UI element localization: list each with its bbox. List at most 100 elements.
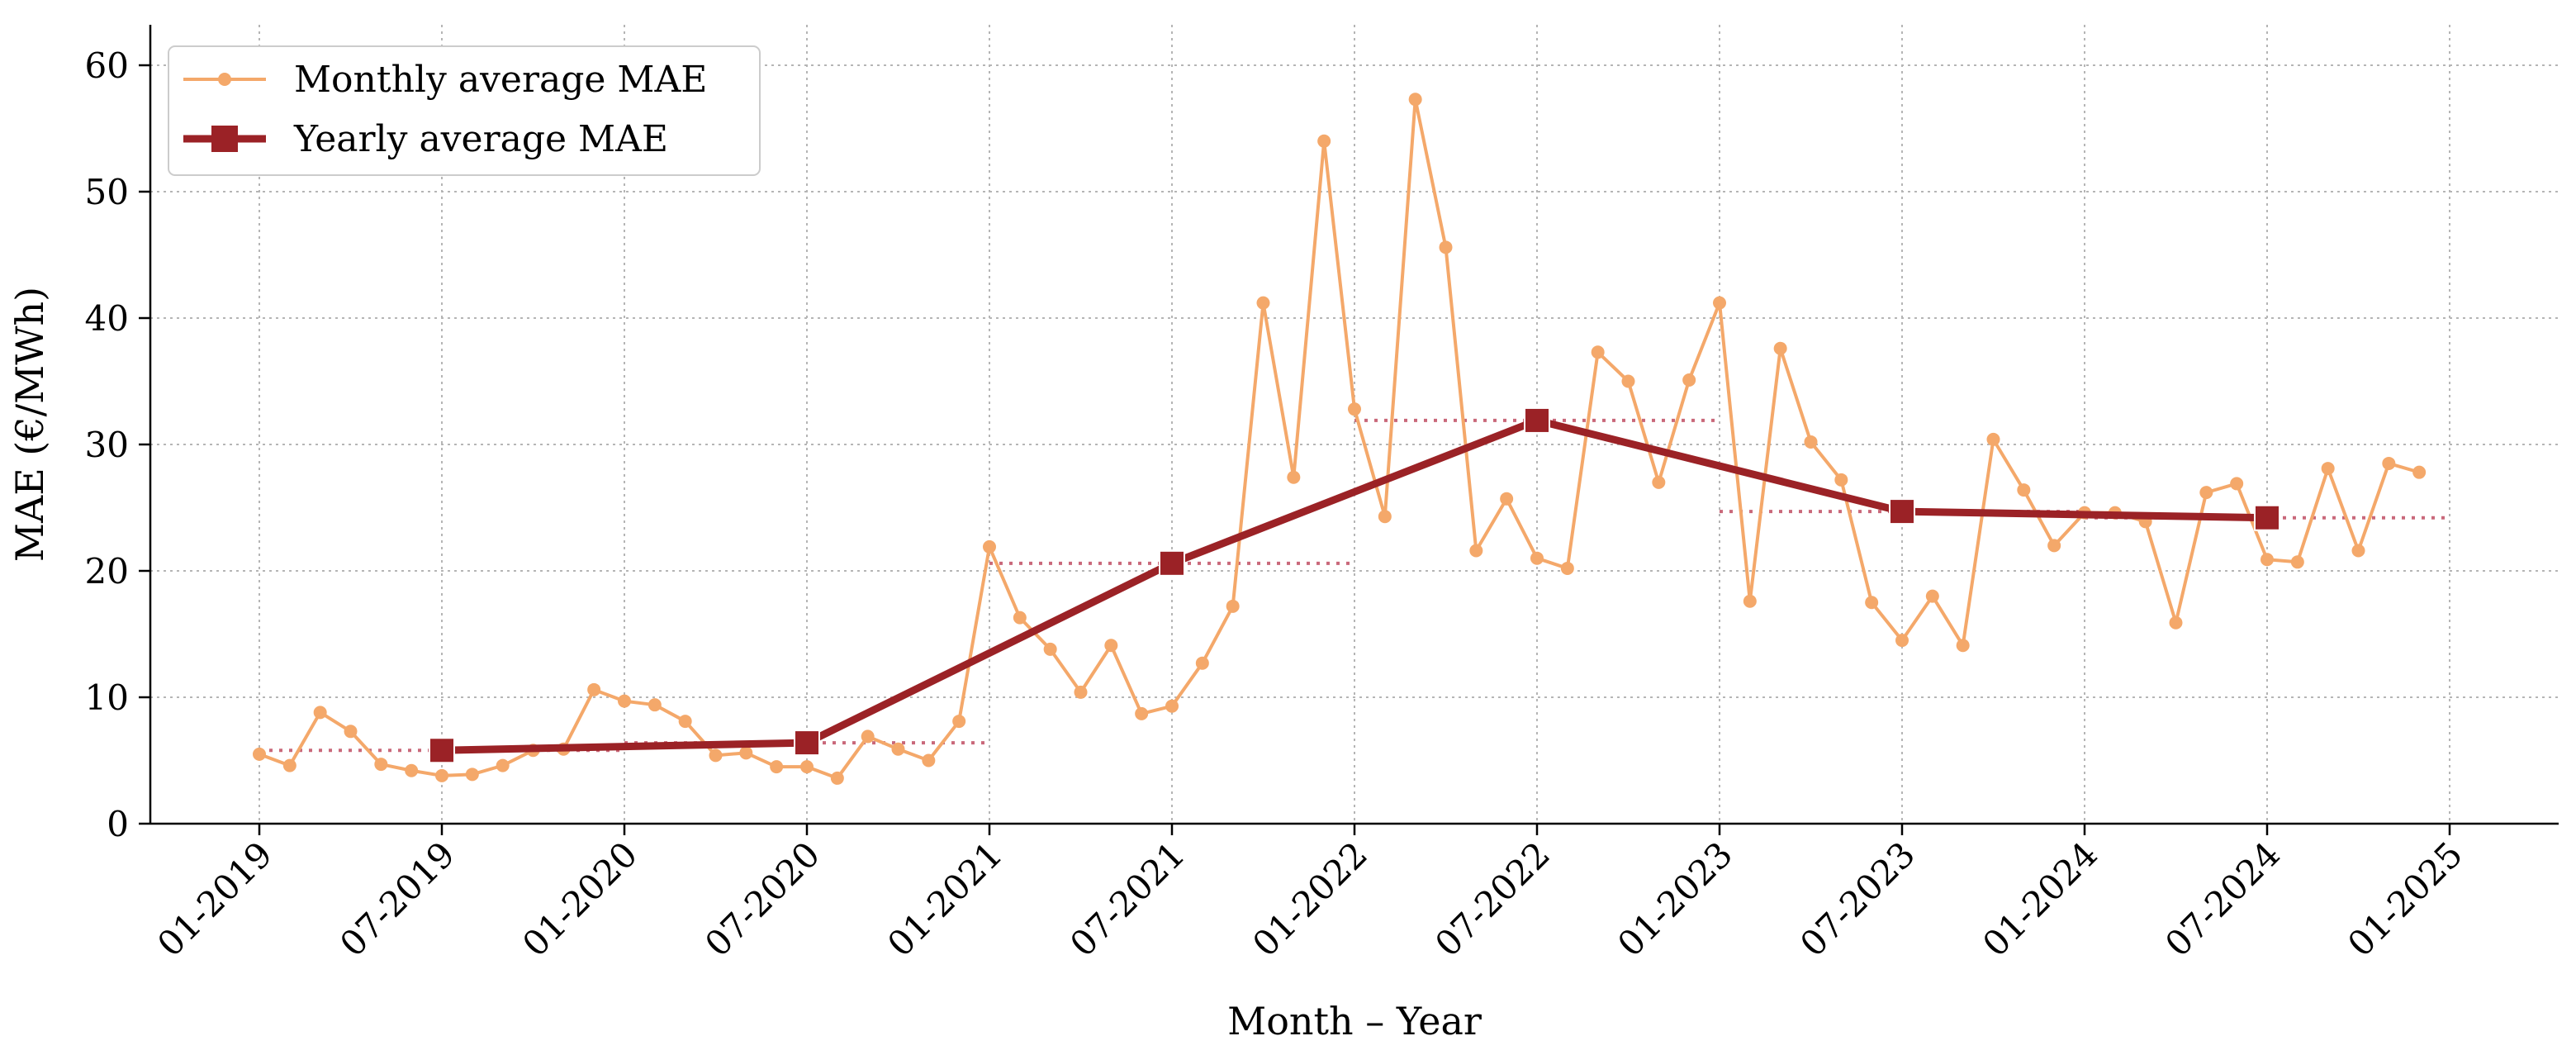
monthly-mae-point [1013, 611, 1027, 625]
monthly-mae-point [1773, 341, 1787, 355]
monthly-mae-point [1652, 475, 1666, 489]
series-layer [253, 93, 2427, 785]
legend-box [168, 45, 761, 176]
x-tick-label: 01-2022 [1245, 834, 1375, 964]
yearly-mae-point [2254, 504, 2280, 531]
monthly-mae-point [465, 767, 479, 782]
monthly-mae-point [1500, 492, 1514, 506]
y-tick-label: 20 [85, 551, 129, 592]
legend-label-monthly: Monthly average MAE [294, 59, 707, 101]
monthly-mae-point [1895, 634, 1909, 648]
x-tick-label: 01-2024 [1975, 834, 2105, 964]
monthly-mae-point [952, 715, 966, 729]
monthly-mae-point [1804, 435, 1818, 449]
legend-marker-monthly [218, 73, 231, 86]
monthly-mae-point [1865, 596, 1879, 610]
monthly-mae-point [435, 768, 448, 782]
monthly-mae-point [861, 729, 875, 744]
legend-marker-yearly [211, 126, 238, 152]
monthly-mae-point [587, 682, 601, 696]
legend: Monthly average MAE Yearly average MAE [168, 45, 761, 176]
monthly-mae-point [1621, 374, 1635, 388]
monthly-mae-point [374, 758, 388, 772]
monthly-mae-point [1287, 470, 1301, 484]
yearly-mae-point [1524, 406, 1550, 434]
axes [139, 25, 2559, 835]
monthly-mae-point [1226, 599, 1240, 613]
monthly-mae-point [891, 742, 905, 756]
yearly-mae-line [441, 416, 2268, 754]
monthly-mae-point [313, 706, 327, 720]
monthly-mae-point [2047, 539, 2061, 553]
x-tick-label: 01-2025 [2340, 834, 2470, 964]
legend-label-yearly: Yearly average MAE [293, 118, 668, 160]
monthly-mae-point [405, 763, 419, 777]
monthly-mae-point [922, 753, 936, 767]
monthly-mae-point [2017, 483, 2031, 497]
monthly-mae-point [1713, 296, 1726, 310]
monthly-mae-point [2290, 555, 2304, 569]
monthly-mae-point [2230, 477, 2244, 491]
monthly-mae-point [2382, 456, 2396, 470]
monthly-mae-point [800, 760, 814, 774]
monthly-mae-point [1043, 642, 1057, 656]
monthly-mae-point [770, 760, 784, 774]
yearly-mae-point [794, 729, 820, 757]
monthly-mae-point [830, 771, 844, 785]
monthly-mae-point [2261, 553, 2274, 567]
monthly-mae-point [1135, 706, 1149, 720]
monthly-mae-point [1104, 639, 1118, 653]
monthly-mae-point [709, 748, 723, 763]
monthly-mae-point [1469, 544, 1483, 558]
x-tick-label: 01-2020 [515, 834, 645, 964]
x-axis-label: Month – Year [1227, 999, 1482, 1043]
monthly-mae-point [496, 758, 510, 772]
monthly-mae-point [1743, 594, 1757, 608]
monthly-mae-point [1074, 685, 1088, 699]
x-tick-label: 01-2019 [149, 834, 280, 964]
monthly-mae-point [2412, 465, 2427, 479]
x-tick-label: 07-2024 [2157, 834, 2288, 964]
monthly-mae-point [983, 539, 996, 554]
yearly-mae-point [429, 737, 455, 764]
monthly-mae-point [344, 725, 358, 739]
monthly-mae-point [1682, 373, 1696, 387]
monthly-mae-point [1317, 134, 1331, 148]
y-tick-label: 0 [107, 804, 129, 844]
monthly-mae-point [1560, 561, 1574, 575]
monthly-mae-point [1348, 402, 1361, 416]
x-tick-label: 07-2021 [1062, 834, 1193, 964]
monthly-mae-point [1956, 639, 1970, 653]
monthly-mae-point [2169, 615, 2183, 630]
monthly-mae-point [1256, 296, 1270, 310]
monthly-mae-point [282, 758, 297, 772]
monthly-mae-point [1195, 656, 1209, 670]
yearly-mae-point [1159, 549, 1185, 577]
monthly-mae-point [253, 747, 266, 761]
monthly-mae-point [2321, 462, 2335, 476]
monthly-mae-point [1925, 589, 1939, 603]
x-tick-label: 07-2020 [697, 834, 828, 964]
monthly-mae-point [1408, 93, 1422, 107]
x-tick-label: 01-2021 [880, 834, 1010, 964]
x-tick-label: 07-2022 [1427, 834, 1558, 964]
monthly-mae-point [648, 698, 662, 712]
monthly-mae-point [618, 694, 631, 708]
y-tick-label: 40 [85, 298, 129, 339]
monthly-mae-point [1165, 699, 1179, 713]
monthly-mae-point [1834, 473, 1848, 487]
monthly-mae-point [1439, 240, 1453, 254]
y-tick-label: 30 [85, 425, 129, 465]
monthly-mae-point [1986, 432, 2000, 446]
monthly-mae-point [1530, 551, 1544, 565]
monthly-mae-line [259, 97, 2420, 780]
y-tick-label: 60 [85, 45, 129, 86]
monthly-mae-point [1378, 510, 1392, 524]
yearly-mae-point [1889, 498, 1915, 525]
monthly-mae-point [739, 746, 753, 760]
x-tick-label: 07-2023 [1792, 834, 1923, 964]
monthly-mae-point [2199, 486, 2213, 500]
x-tick-label: 07-2019 [332, 834, 463, 964]
monthly-mae-point [1591, 345, 1605, 359]
